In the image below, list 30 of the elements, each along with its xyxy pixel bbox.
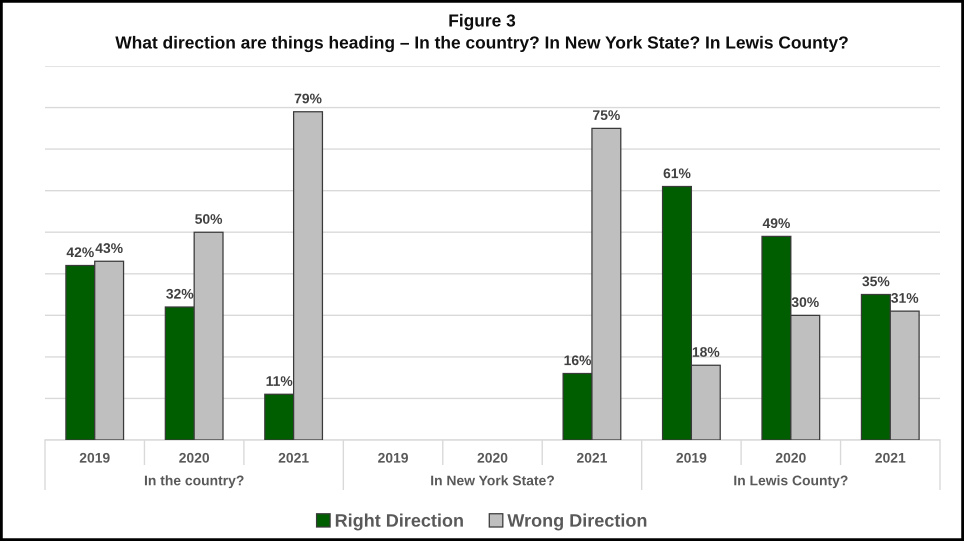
x-tick-label: 2020 [776, 452, 806, 463]
data-label: 42% [66, 247, 94, 258]
x-tick-label: 2020 [179, 452, 210, 463]
x-tick-label: 2021 [278, 452, 309, 463]
x-tick-label: 2019 [676, 452, 706, 463]
x-tick-label: 2021 [875, 452, 906, 463]
data-label: 50% [195, 214, 222, 224]
data-label: 75% [593, 110, 620, 120]
chart-subtitle: What direction are things heading – In the country? In New York State? In Lewis County? [115, 36, 848, 52]
data-label: 49% [762, 218, 790, 228]
x-tick-label: 2019 [80, 452, 110, 463]
text: In the country? [144, 475, 244, 488]
data-label: 43% [95, 243, 123, 254]
data-label: 11% [266, 376, 292, 386]
text: In Lewis County? [734, 475, 848, 488]
legend-label: Right Direction [336, 514, 463, 530]
data-label: 18% [692, 347, 720, 357]
data-label: 35% [862, 276, 890, 286]
x-tick-label: 2021 [576, 452, 608, 463]
data-label: 61% [664, 168, 691, 178]
text: In New York State? [431, 475, 554, 486]
data-label: 16% [564, 355, 592, 366]
x-tick-label: 2020 [478, 452, 508, 463]
data-label: 79% [294, 94, 322, 104]
legend-label: Wrong Direction [507, 514, 646, 530]
data-label: 30% [792, 297, 819, 308]
data-label: 32% [166, 288, 194, 299]
data-label: 31% [891, 293, 918, 303]
x-tick-label: 2019 [378, 452, 408, 463]
chart-title: Figure 3 [449, 14, 516, 30]
